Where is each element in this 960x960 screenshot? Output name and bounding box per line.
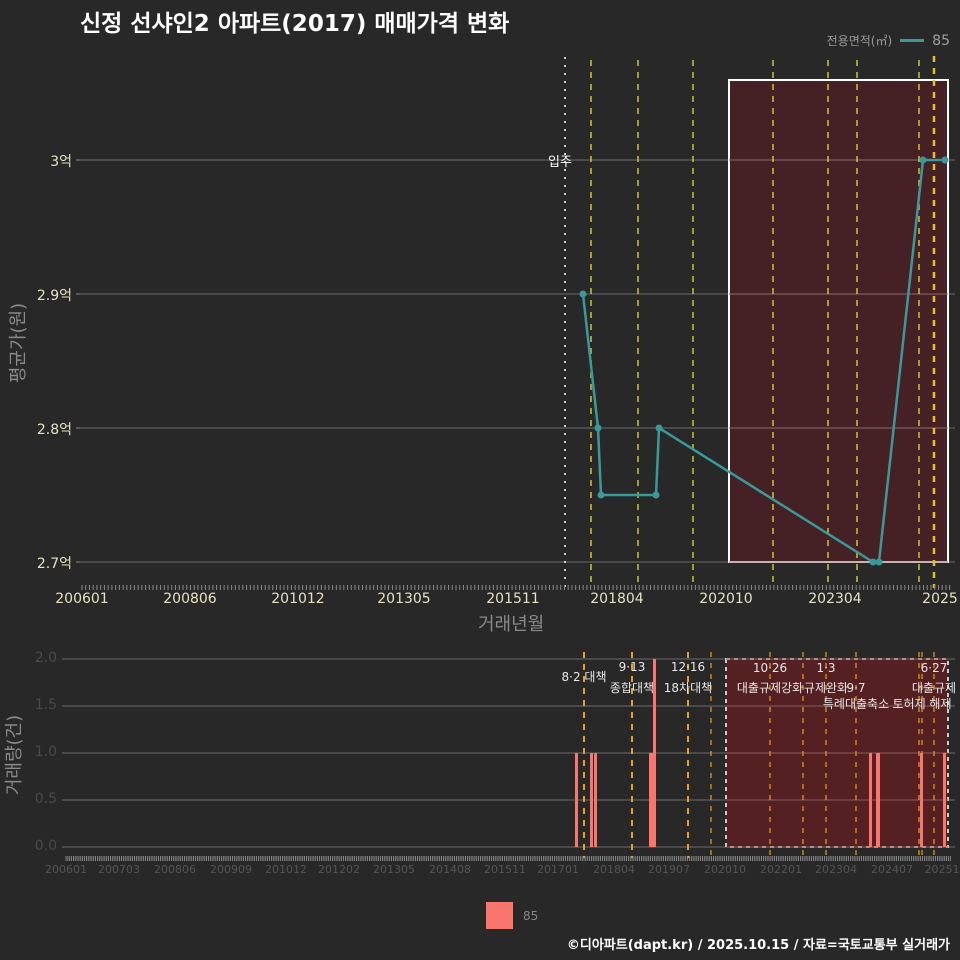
policy-lines-bottom bbox=[583, 652, 689, 858]
svg-text:18차대책: 18차대책 bbox=[664, 680, 712, 695]
legend-value: 85 bbox=[932, 32, 950, 49]
x-tick-label: 201012 bbox=[265, 863, 307, 876]
x-tick-label: 201804 bbox=[590, 591, 644, 607]
svg-text:6·27: 6·27 bbox=[921, 661, 948, 675]
x-tick-label: 202407 bbox=[871, 863, 913, 876]
price-series-points bbox=[579, 156, 949, 566]
x-tick-label: 202010 bbox=[704, 863, 746, 876]
x-tick-label: 20251 bbox=[924, 863, 960, 876]
x-tick-label: 201907 bbox=[648, 863, 690, 876]
x-tick-label: 202304 bbox=[815, 863, 857, 876]
footer-credit: ©디아파트(dapt.kr) / 2025.10.15 / 자료=국토교통부 실… bbox=[566, 938, 950, 953]
legend-line-swatch-icon bbox=[900, 39, 925, 42]
x-tick-label: 201701 bbox=[537, 863, 579, 876]
svg-text:9·13: 9·13 bbox=[619, 660, 646, 674]
svg-text:토허제 해제: 토허제 해제 bbox=[892, 697, 951, 711]
x-tick-label: 201202 bbox=[318, 863, 360, 876]
x-tick-label: 201804 bbox=[593, 863, 635, 876]
x-tick-label: 201511 bbox=[484, 863, 526, 876]
legend-bottom-value: 85 bbox=[523, 908, 539, 923]
x-tick-label: 202010 bbox=[699, 591, 753, 607]
svg-text:10·26: 10·26 bbox=[753, 661, 787, 675]
chart-title: 신정 선샤인2 아파트(2017) 매매가격 변화 bbox=[80, 11, 510, 37]
svg-text:8·2 대책: 8·2 대책 bbox=[562, 669, 607, 684]
svg-text:1·3: 1·3 bbox=[816, 661, 835, 675]
legend-bar-swatch-icon bbox=[486, 902, 513, 929]
x-tick-label: 201305 bbox=[373, 863, 415, 876]
x-tick-label: 202304 bbox=[808, 591, 862, 607]
legend-title: 전용면적(㎡) bbox=[826, 34, 893, 48]
x-tick-label: 201012 bbox=[271, 591, 325, 607]
legend-top: 전용면적(㎡) 85 bbox=[827, 32, 950, 49]
highlight-region bbox=[728, 79, 949, 563]
x-tick-label: 200601 bbox=[45, 863, 87, 876]
y-tick-label: 0.0 bbox=[34, 838, 57, 854]
y-tick-label: 2.0 bbox=[34, 650, 57, 666]
svg-text:종합대책: 종합대책 bbox=[610, 680, 654, 695]
top-y-axis-label: 평균가(원) bbox=[8, 302, 29, 384]
x-tick-label: 200909 bbox=[210, 863, 252, 876]
y-tick-label: 2.7억 bbox=[36, 556, 72, 572]
bottom-y-axis-label: 거래량(건) bbox=[4, 714, 25, 796]
price-line-chart bbox=[76, 56, 955, 590]
top-x-axis-label: 거래년월 bbox=[478, 614, 545, 635]
x-tick-label: 200601 bbox=[55, 591, 109, 607]
y-tick-label: 1.5 bbox=[34, 697, 57, 713]
svg-text:9·7: 9·7 bbox=[846, 681, 865, 695]
svg-text:규제완화: 규제완화 bbox=[804, 681, 848, 695]
volume-bar-chart: 8·2 대책 9·13 종합대책 12·16 18차대책 10·26 대출규제강화 1·3 규제… bbox=[62, 652, 956, 861]
y-tick-label: 0.5 bbox=[34, 791, 57, 807]
policy-lines bbox=[590, 60, 920, 588]
y-tick-label: 2.9억 bbox=[36, 288, 72, 304]
y-tick-label: 3억 bbox=[50, 154, 72, 170]
x-tick-label: 200703 bbox=[98, 863, 140, 876]
svg-text:대출규제: 대출규제 bbox=[912, 681, 956, 695]
x-tick-label: 200806 bbox=[154, 863, 196, 876]
y-tick-label: 2.8억 bbox=[36, 422, 72, 438]
x-minor-ticks bbox=[81, 585, 951, 590]
movein-label: 입주 bbox=[548, 155, 572, 170]
x-tick-label: 201408 bbox=[429, 863, 471, 876]
volume-bars bbox=[575, 659, 946, 847]
svg-text:특례대출축소: 특례대출축소 bbox=[823, 697, 889, 711]
y-tick-label: 1.0 bbox=[34, 744, 57, 760]
svg-text:대출규제강화: 대출규제강화 bbox=[737, 681, 803, 695]
legend-bottom: 85 bbox=[486, 902, 538, 929]
x-tick-label: 202201 bbox=[760, 863, 802, 876]
top-gridlines-overlay bbox=[729, 159, 948, 563]
x-tick-label: 2025 bbox=[922, 591, 958, 607]
svg-text:12·16: 12·16 bbox=[671, 660, 705, 674]
x-tick-label: 201305 bbox=[377, 591, 431, 607]
x-tick-label: 200806 bbox=[163, 591, 217, 607]
x-tick-label: 201511 bbox=[486, 591, 540, 607]
